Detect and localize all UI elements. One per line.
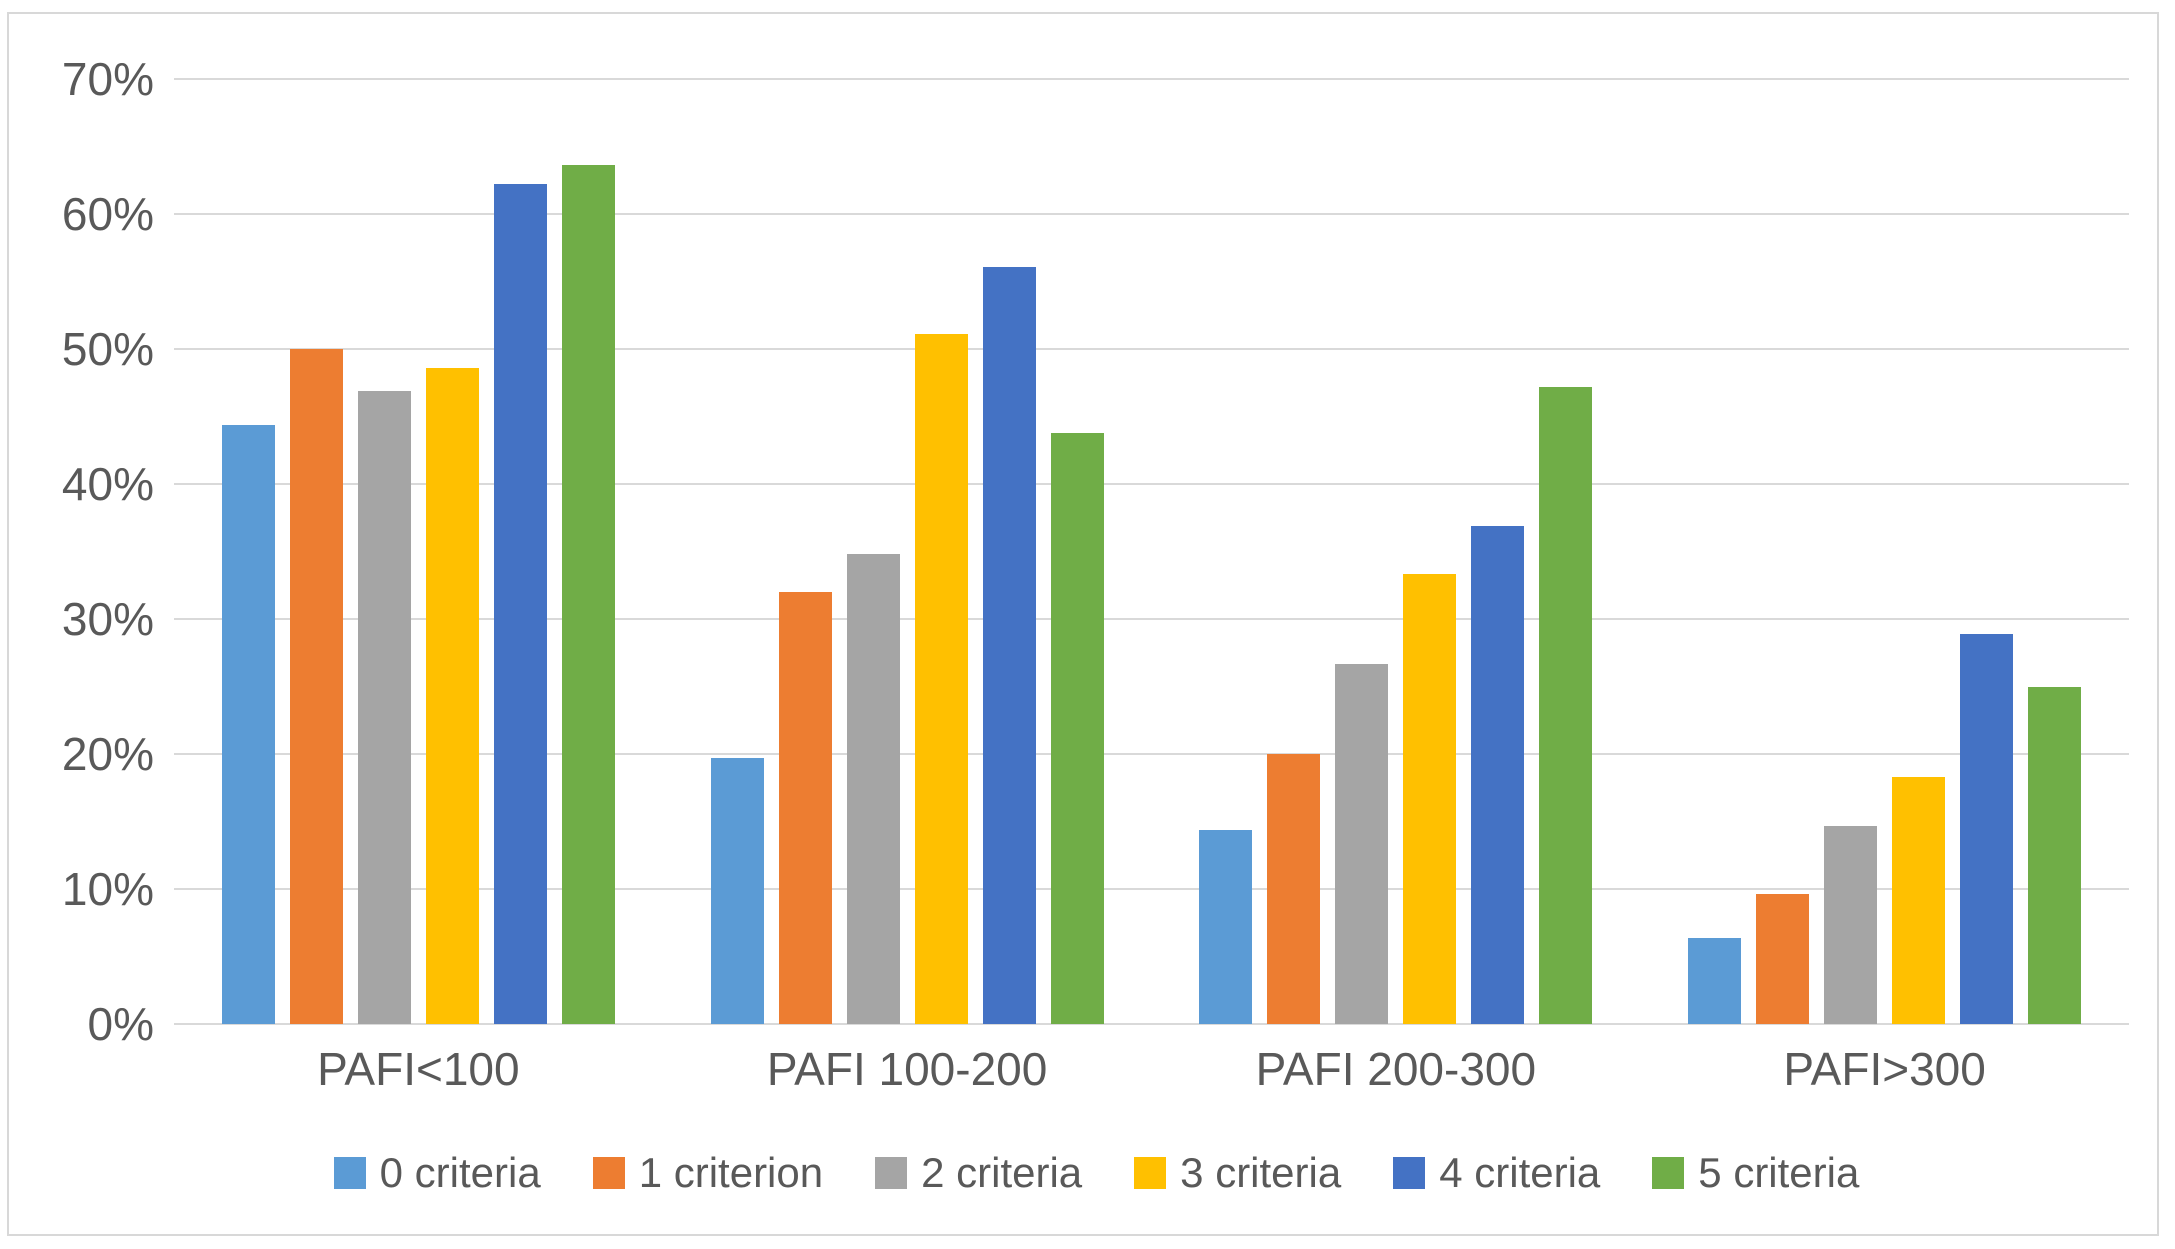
x-axis-labels: PAFI<100 PAFI 100-200 PAFI 200-300 PAFI>300	[174, 1042, 2129, 1096]
bar-1-criterion	[1267, 754, 1321, 1024]
y-tick-label: 0%	[87, 998, 154, 1050]
bar-4-criteria	[493, 184, 547, 1024]
bar-4-criteria	[1471, 525, 1525, 1024]
bar-group-2	[663, 79, 1152, 1024]
bar-5-criteria	[1539, 386, 1593, 1024]
plot-area	[174, 78, 2129, 1025]
chart-frame: 0% 10% 20% 30% 40% 50% 60% 70% PAFI<100 PAFI 100…	[7, 12, 2159, 1236]
legend-label: 3 criteria	[1180, 1149, 1342, 1196]
gridline	[174, 348, 2129, 350]
gridline	[174, 483, 2129, 485]
bar-1-criterion	[1756, 894, 1810, 1024]
bar-4-criteria	[1960, 633, 2014, 1024]
bar-1-criterion	[289, 349, 343, 1024]
bar-group-4	[1640, 79, 2129, 1024]
bar-4-criteria	[982, 266, 1036, 1024]
bar-0-criteria	[710, 758, 764, 1024]
x-category-label: PAFI<100	[317, 1043, 520, 1095]
y-tick-label: 20%	[61, 728, 154, 780]
legend-label: 0 criteria	[379, 1149, 541, 1196]
bar-0-criteria	[221, 424, 275, 1024]
y-tick-label: 60%	[61, 188, 154, 240]
bar-1-criterion	[778, 592, 832, 1024]
bar-group-3	[1152, 79, 1641, 1024]
bar-3-criteria	[1403, 574, 1457, 1024]
bar-2-criteria	[1335, 663, 1389, 1024]
legend-item-1-criterion: 1 criterion	[592, 1149, 824, 1197]
legend-swatch-icon	[333, 1157, 366, 1189]
gridline	[174, 618, 2129, 620]
legend-label: 5 criteria	[1698, 1149, 1860, 1196]
y-tick-label: 10%	[61, 863, 154, 915]
bar-0-criteria	[1688, 937, 1742, 1024]
x-category-label: PAFI 200-300	[1255, 1043, 1537, 1095]
gridline	[174, 888, 2129, 890]
gridline	[174, 753, 2129, 755]
bar-2-criteria	[846, 554, 900, 1024]
bar-2-criteria	[1824, 825, 1878, 1024]
legend-swatch-icon	[875, 1157, 908, 1189]
legend: 0 criteria 1 criterion 2 criteria 3 criteri…	[9, 1149, 2175, 1197]
legend-label: 4 criteria	[1439, 1149, 1601, 1196]
bar-0-criteria	[1199, 829, 1253, 1024]
bar-5-criteria	[1050, 432, 1104, 1024]
legend-swatch-icon	[592, 1157, 625, 1189]
bar-2-criteria	[357, 390, 411, 1024]
legend-item-0-criteria: 0 criteria	[333, 1149, 541, 1197]
x-category-label: PAFI>300	[1783, 1043, 1986, 1095]
legend-swatch-icon	[1134, 1157, 1167, 1189]
y-tick-label: 70%	[61, 53, 154, 105]
gridline	[174, 78, 2129, 80]
bar-groups	[174, 79, 2129, 1024]
bar-5-criteria	[2028, 686, 2082, 1024]
bar-group-1	[174, 79, 663, 1024]
gridline	[174, 213, 2129, 215]
legend-item-2-criteria: 2 criteria	[875, 1149, 1082, 1197]
legend-label: 1 criterion	[638, 1149, 824, 1196]
bar-3-criteria	[914, 334, 968, 1024]
gridline	[174, 1023, 2129, 1025]
legend-swatch-icon	[1393, 1157, 1426, 1189]
y-tick-label: 30%	[61, 593, 154, 645]
legend-label: 2 criteria	[921, 1149, 1083, 1196]
x-category-label: PAFI 100-200	[766, 1043, 1048, 1095]
y-tick-label: 50%	[61, 323, 154, 375]
legend-item-4-criteria: 4 criteria	[1393, 1149, 1600, 1197]
bar-3-criteria	[425, 367, 479, 1024]
legend-item-5-criteria: 5 criteria	[1652, 1149, 1859, 1197]
legend-item-3-criteria: 3 criteria	[1134, 1149, 1341, 1197]
bar-3-criteria	[1892, 776, 1946, 1024]
bar-5-criteria	[561, 165, 615, 1024]
legend-swatch-icon	[1652, 1157, 1685, 1189]
y-tick-label: 40%	[61, 458, 154, 510]
